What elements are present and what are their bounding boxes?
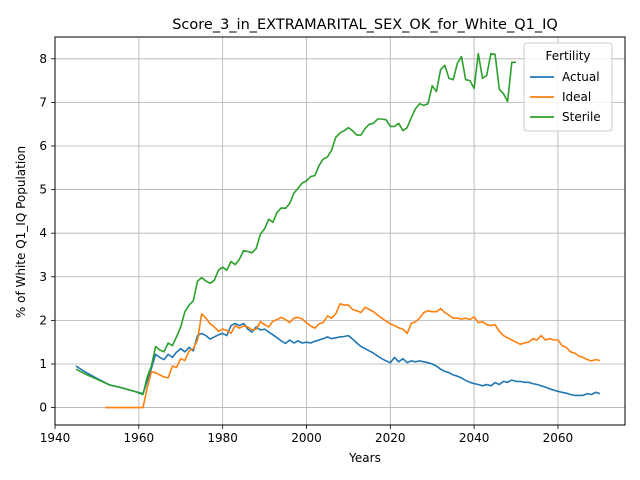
y-tick-label: 0: [39, 401, 47, 415]
y-tick-label: 5: [39, 183, 47, 197]
legend-title: Fertility: [545, 49, 590, 63]
series-line-ideal: [105, 302, 601, 409]
x-tick-label: 2020: [375, 431, 406, 445]
legend-label-ideal: Ideal: [562, 90, 591, 104]
y-tick-label: 6: [39, 139, 47, 153]
x-tick-label: 1940: [40, 431, 71, 445]
legend-label-actual: Actual: [562, 70, 600, 84]
y-tick-label: 3: [39, 270, 47, 284]
y-axis-label: % of White Q1_IQ Population: [14, 146, 28, 318]
y-tick-label: 7: [39, 95, 47, 109]
grid-lines: [54, 37, 625, 425]
x-tick-label: 1960: [124, 431, 155, 445]
chart-title: Score_3_in_EXTRAMARITAL_SEX_OK_for_White…: [172, 17, 558, 33]
x-tick-label: 2040: [459, 431, 490, 445]
legend-box: [523, 42, 613, 132]
series-layer: [75, 52, 601, 409]
x-axis-label: Years: [348, 451, 381, 465]
y-tick-label: 2: [39, 313, 47, 327]
plot-frame: [54, 36, 626, 426]
y-tick-label: 1: [39, 357, 47, 371]
legend-label-sterile: Sterile: [562, 110, 601, 124]
y-tick-label: 8: [39, 52, 47, 66]
series-line-sterile: [75, 52, 516, 396]
x-tick-label: 1980: [207, 431, 238, 445]
legend: Fertility Actual Ideal Sterile: [523, 42, 613, 132]
x-axis-ticks: 1940 1960 1980 2000 2020 2040 2060: [40, 425, 573, 445]
legend-items: Actual Ideal Sterile: [530, 70, 601, 124]
x-tick-label: 2000: [291, 431, 322, 445]
series-line-actual: [75, 322, 601, 397]
x-tick-label: 2060: [543, 431, 574, 445]
y-tick-label: 4: [39, 226, 47, 240]
y-axis-ticks: 0 1 2 3 4 5 6 7 8: [39, 52, 55, 415]
